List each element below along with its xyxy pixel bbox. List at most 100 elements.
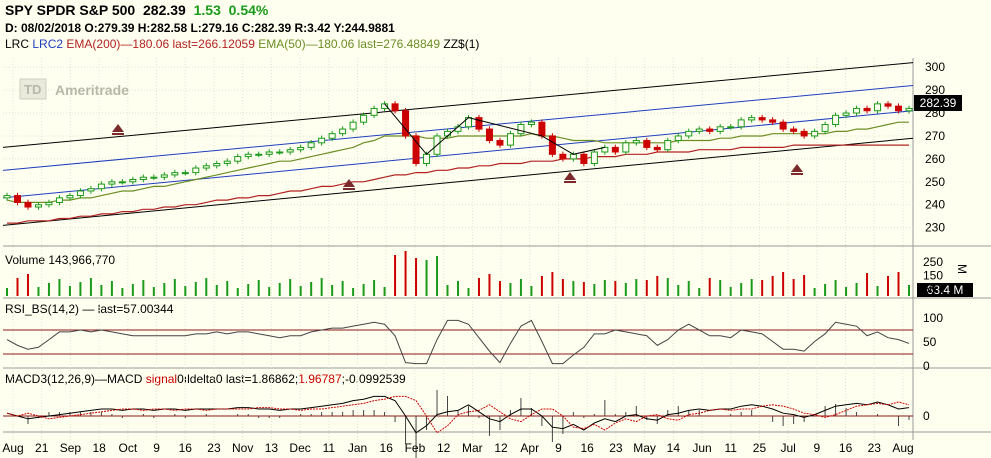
date-tick-label: Sep	[60, 441, 82, 455]
rsi-name: RSI_BS(14,2)	[5, 302, 80, 316]
date-tick-label: Oct	[119, 441, 138, 455]
date-tick-label: 25	[753, 441, 767, 455]
candle-body	[307, 142, 315, 148]
candle-body	[3, 195, 11, 199]
price-tick-label: 260	[925, 152, 945, 166]
channel-line	[2, 110, 914, 199]
candle-body	[695, 128, 703, 132]
date-tick-label: 11	[725, 441, 738, 455]
candle-body	[737, 119, 745, 128]
candle-body	[716, 126, 724, 132]
date-tick-label: 13	[265, 441, 279, 455]
candle-body	[517, 123, 525, 135]
date-tick-label: Jan	[348, 441, 367, 455]
zigzag-label[interactable]: ZZ$(1)	[443, 37, 480, 51]
date-tick-label: 16	[179, 441, 193, 455]
price-tick-label: 290	[925, 83, 945, 97]
svg-text:TD: TD	[24, 82, 41, 97]
candle-body	[653, 146, 661, 151]
macd-study: MACD3(12,26,9)	[5, 372, 96, 386]
candle-body	[87, 188, 95, 192]
volume-label: Volume 143,966,770	[5, 253, 116, 267]
date-tick-label: 23	[868, 441, 882, 455]
candle-body	[790, 128, 798, 132]
candle-body	[276, 151, 284, 154]
candle-body	[76, 190, 84, 197]
date-tick-label: 9	[555, 441, 562, 455]
ema200-value: 180.06 last=266.12059	[132, 37, 255, 51]
candle-body	[255, 153, 263, 156]
rsi-tick-label: 50	[923, 335, 937, 349]
macd-values: last=1.86862;	[225, 372, 299, 386]
macd-name: MACD	[107, 372, 143, 386]
candle-body	[192, 167, 200, 174]
macd-signal: signal	[145, 372, 178, 386]
zigzag-path	[384, 103, 605, 156]
price-tick-label: 300	[925, 60, 945, 74]
zigzag-line	[384, 103, 605, 156]
candle-body	[171, 172, 179, 176]
candle-body	[213, 162, 221, 167]
candle-body	[129, 179, 137, 183]
candle-body	[150, 176, 158, 179]
lrc-label[interactable]: LRC	[5, 37, 30, 51]
signal-marker-bar	[112, 133, 124, 135]
candle-body	[874, 103, 882, 112]
candle-body	[181, 172, 189, 175]
candle-body	[538, 121, 546, 137]
price-candles	[3, 101, 913, 210]
volume-tick-label: 250	[923, 255, 943, 269]
price-change: 1.53	[193, 2, 221, 18]
date-tick-label: 18	[92, 441, 106, 455]
candle-body	[895, 105, 903, 112]
macd-label: MACD3(12,26,9)—MACD signal0ıldelta0 last…	[5, 372, 406, 386]
candle-body	[643, 140, 651, 148]
candle-body	[842, 112, 850, 116]
candle-body	[622, 142, 630, 153]
candle-body	[297, 146, 305, 151]
candle-body	[548, 135, 556, 155]
price-tick-label: 270	[925, 129, 945, 143]
date-tick-label: 16	[839, 441, 853, 455]
candle-body	[475, 117, 483, 130]
rsi-tick-label: 0	[923, 359, 930, 373]
candle-body	[664, 140, 672, 151]
macd-value2: 1.96787	[298, 372, 342, 386]
ema200-label[interactable]: EMA(200)	[66, 37, 121, 51]
candle-body	[412, 135, 420, 164]
ohlc-line: D: 08/02/2018 O:279.39 H:282.58 L:279.16…	[5, 21, 395, 35]
ema50-value: 180.06 last=276.48849	[317, 37, 441, 51]
candle-body	[339, 128, 347, 135]
candle-body	[674, 135, 682, 142]
candle-body	[139, 176, 147, 181]
date-tick-label: 12	[494, 441, 508, 455]
ema50-label[interactable]: EMA(50)	[258, 37, 306, 51]
candle-body	[727, 126, 735, 129]
signal-marker	[112, 124, 124, 132]
candle-body	[360, 114, 368, 123]
candle-body	[527, 121, 535, 125]
candle-body	[97, 183, 105, 190]
candle-body	[318, 137, 326, 144]
candle-body	[34, 204, 42, 208]
candle-body	[160, 174, 168, 178]
candle-body	[13, 195, 21, 203]
candle-body	[853, 107, 861, 114]
ema50-line	[6, 121, 909, 203]
lrc2-label[interactable]: LRC2	[32, 37, 64, 51]
date-tick-label: Jul	[780, 441, 795, 455]
volume-tick-label: 150	[923, 269, 943, 283]
candle-body	[769, 119, 777, 123]
watermark-text: Ameritrade	[55, 82, 129, 98]
studies-legend: LRC LRC2 EMA(200)—180.06 last=266.12059 …	[5, 37, 480, 51]
volume-last-box: 63.4 M	[927, 283, 964, 297]
candle-body	[863, 107, 871, 112]
date-tick-label: Aug	[892, 441, 913, 455]
candle-body	[758, 117, 766, 121]
moving-averages	[6, 121, 909, 224]
candle-body	[496, 140, 504, 146]
signal-marker-bar	[564, 181, 576, 183]
candle-body	[202, 165, 210, 169]
